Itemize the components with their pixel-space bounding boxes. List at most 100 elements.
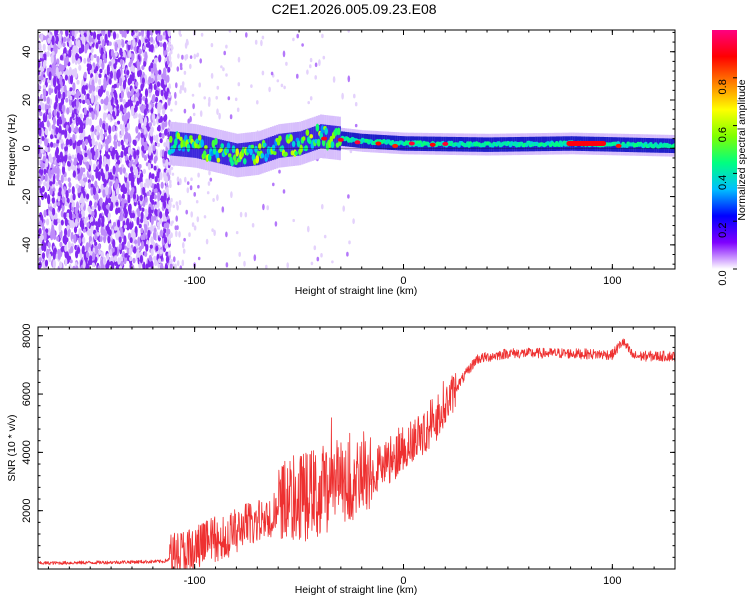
noise-speck bbox=[123, 199, 127, 204]
noise-speck bbox=[78, 64, 82, 71]
noise-speck bbox=[78, 237, 82, 244]
noise-speck bbox=[81, 140, 86, 150]
noise-speck bbox=[160, 196, 164, 203]
noise-speck bbox=[49, 181, 53, 186]
noise-speck bbox=[51, 50, 55, 56]
carrier-edge bbox=[317, 124, 321, 149]
noise-speck bbox=[168, 56, 172, 60]
noise-speck bbox=[120, 260, 124, 267]
noise-speck bbox=[150, 248, 154, 257]
noise-speck bbox=[62, 196, 66, 204]
noise-speck bbox=[187, 118, 190, 124]
noise-speck bbox=[47, 241, 51, 249]
noise-speck bbox=[91, 136, 95, 147]
noise-speck bbox=[155, 209, 159, 217]
noise-speck bbox=[47, 168, 51, 177]
noise-speck bbox=[150, 205, 154, 210]
noise-speck bbox=[223, 50, 226, 56]
noise-speck bbox=[66, 197, 70, 204]
noise-speck bbox=[121, 242, 125, 248]
noise-speck bbox=[124, 172, 128, 178]
noise-speck bbox=[52, 116, 57, 126]
noise-speck bbox=[114, 246, 118, 256]
carrier-blob bbox=[225, 148, 229, 154]
noise-speck bbox=[47, 44, 51, 51]
noise-speck bbox=[88, 89, 92, 94]
noise-speck bbox=[38, 85, 42, 90]
noise-speck bbox=[216, 108, 219, 115]
noise-speck bbox=[111, 87, 115, 93]
noise-speck bbox=[189, 185, 193, 191]
noise-speck bbox=[157, 124, 161, 132]
noise-speck bbox=[99, 236, 103, 242]
noise-speck bbox=[105, 90, 110, 97]
noise-speck bbox=[203, 96, 206, 100]
noise-speck bbox=[331, 260, 334, 264]
noise-speck bbox=[99, 58, 103, 65]
spectrogram-panel: -100 0 100 -40 -20 0 20 40 Height of straight l… bbox=[6, 29, 676, 297]
noise-speck bbox=[143, 108, 147, 116]
noise-speck bbox=[141, 77, 145, 85]
noise-speck bbox=[150, 78, 154, 83]
snr-ytick-label: 4000 bbox=[21, 440, 33, 464]
noise-speck bbox=[113, 83, 117, 89]
carrier-edge bbox=[303, 129, 306, 154]
noise-speck bbox=[270, 71, 274, 76]
noise-speck bbox=[99, 197, 103, 207]
noise-speck bbox=[82, 228, 86, 233]
noise-speck bbox=[38, 261, 42, 269]
noise-speck bbox=[178, 30, 182, 36]
noise-speck bbox=[100, 133, 104, 141]
carrier-blob bbox=[204, 145, 208, 150]
noise-speck bbox=[250, 84, 253, 88]
noise-speck bbox=[354, 123, 358, 128]
noise-speck bbox=[127, 40, 131, 46]
noise-speck bbox=[154, 96, 159, 103]
noise-speck bbox=[163, 91, 168, 98]
noise-speck bbox=[170, 108, 173, 112]
noise-speck bbox=[255, 100, 259, 105]
noise-speck bbox=[131, 107, 135, 117]
noise-speck bbox=[323, 234, 327, 239]
noise-speck bbox=[39, 57, 44, 62]
noise-speck bbox=[123, 235, 127, 245]
noise-speck bbox=[88, 235, 92, 242]
noise-speck bbox=[86, 66, 91, 72]
noise-speck bbox=[58, 179, 62, 185]
noise-speck bbox=[133, 150, 137, 160]
noise-speck bbox=[74, 125, 79, 134]
noise-speck bbox=[77, 145, 81, 155]
noise-speck bbox=[118, 242, 122, 251]
noise-speck bbox=[93, 208, 97, 219]
noise-speck bbox=[102, 112, 107, 121]
noise-speck bbox=[150, 215, 154, 226]
noise-speck bbox=[71, 201, 75, 208]
noise-speck bbox=[132, 193, 136, 200]
noise-speck bbox=[144, 223, 148, 234]
noise-speck bbox=[117, 257, 121, 265]
noise-speck bbox=[163, 41, 167, 51]
noise-speck bbox=[102, 201, 106, 211]
noise-speck bbox=[103, 178, 107, 187]
noise-speck bbox=[39, 235, 43, 244]
noise-speck bbox=[88, 182, 92, 189]
noise-speck bbox=[148, 254, 152, 262]
carrier-blob bbox=[216, 157, 221, 163]
noise-speck bbox=[97, 171, 101, 181]
noise-speck bbox=[71, 90, 76, 96]
carrier-edge bbox=[286, 132, 289, 157]
colorbar: 0.0 0.2 0.4 0.6 0.8 Normalized spectral ampl… bbox=[712, 30, 748, 286]
noise-speck bbox=[128, 246, 133, 256]
noise-speck bbox=[154, 176, 158, 183]
noise-speck bbox=[72, 193, 76, 201]
noise-speck bbox=[56, 118, 60, 127]
noise-speck bbox=[314, 75, 318, 80]
noise-speck bbox=[129, 256, 133, 262]
noise-speck bbox=[82, 167, 86, 173]
carrier-blob bbox=[202, 150, 207, 158]
noise-speck bbox=[158, 132, 162, 138]
noise-speck bbox=[71, 154, 75, 159]
noise-speck bbox=[159, 138, 163, 144]
noise-speck bbox=[56, 139, 60, 144]
noise-speck bbox=[86, 93, 90, 98]
